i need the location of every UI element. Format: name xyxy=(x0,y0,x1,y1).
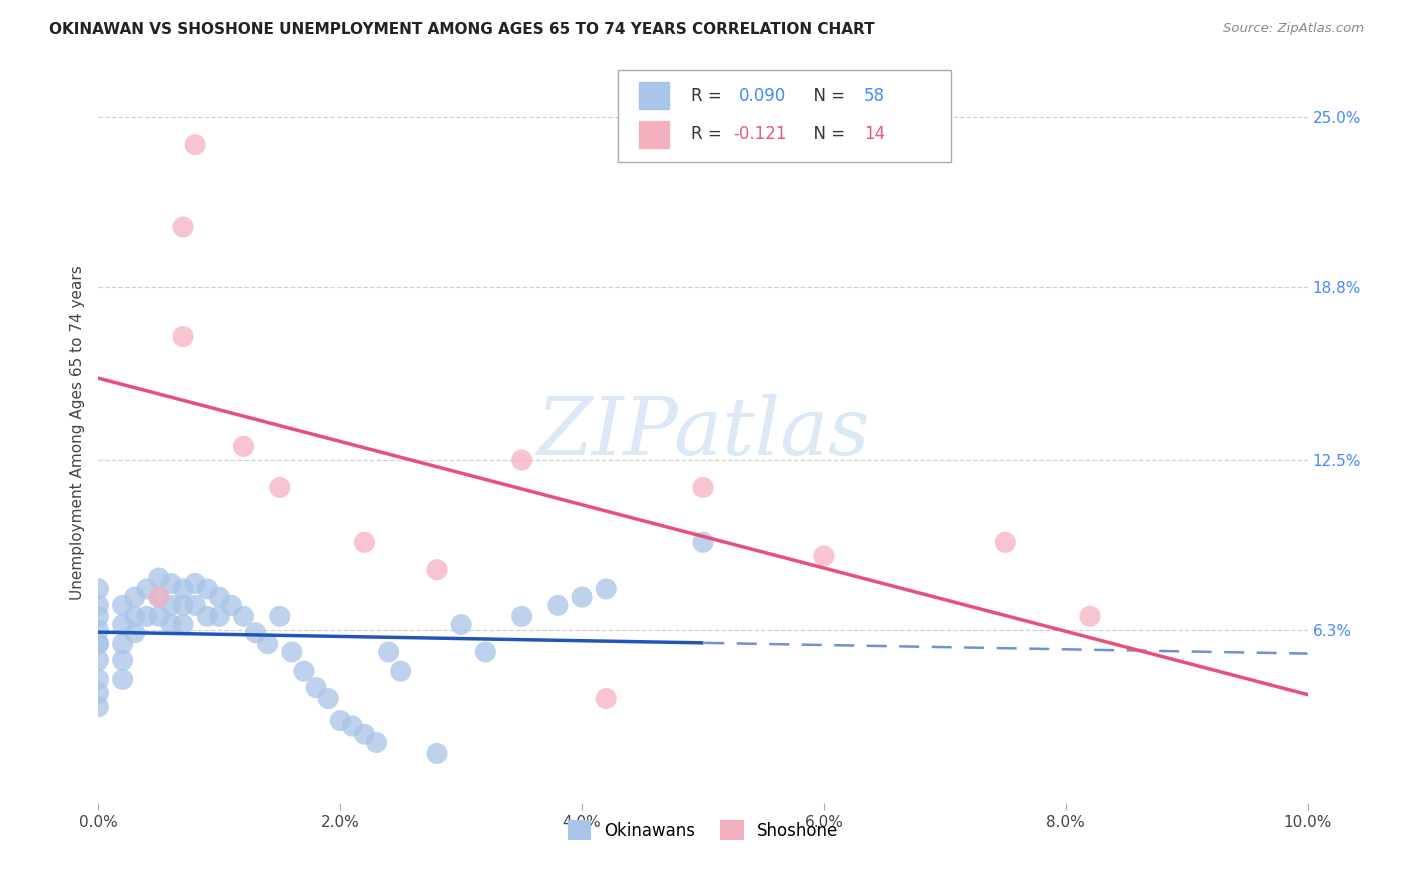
Point xyxy=(135,582,157,596)
Point xyxy=(510,609,533,624)
Point xyxy=(316,691,339,706)
Point xyxy=(353,535,375,549)
Text: 58: 58 xyxy=(863,87,884,104)
Point xyxy=(208,590,231,604)
Point xyxy=(172,617,194,632)
Point xyxy=(124,590,146,604)
Point xyxy=(87,653,110,667)
Point xyxy=(221,599,243,613)
Point xyxy=(595,582,617,596)
Point xyxy=(172,329,194,343)
Point xyxy=(87,673,110,687)
Point xyxy=(172,599,194,613)
Point xyxy=(135,609,157,624)
Point xyxy=(87,637,110,651)
Point xyxy=(87,637,110,651)
Point xyxy=(692,535,714,549)
Text: ZIPatlas: ZIPatlas xyxy=(536,394,870,471)
Point xyxy=(474,645,496,659)
Point xyxy=(547,599,569,613)
Point xyxy=(160,617,183,632)
Text: R =: R = xyxy=(690,125,727,144)
Point xyxy=(281,645,304,659)
Point xyxy=(232,439,254,453)
Point xyxy=(87,686,110,700)
Point xyxy=(87,609,110,624)
Point xyxy=(353,727,375,741)
Point xyxy=(426,747,449,761)
Point xyxy=(195,609,218,624)
Text: N =: N = xyxy=(803,125,851,144)
Point xyxy=(426,563,449,577)
Point xyxy=(184,137,207,152)
Point xyxy=(87,699,110,714)
Point xyxy=(269,480,291,494)
Point xyxy=(208,609,231,624)
Point xyxy=(813,549,835,563)
Point xyxy=(87,599,110,613)
Point xyxy=(111,673,134,687)
Point xyxy=(148,571,170,585)
Y-axis label: Unemployment Among Ages 65 to 74 years: Unemployment Among Ages 65 to 74 years xyxy=(69,265,84,600)
Point xyxy=(87,582,110,596)
Bar xyxy=(638,121,669,147)
Text: N =: N = xyxy=(803,87,851,104)
Point xyxy=(172,582,194,596)
Point xyxy=(292,664,315,678)
Point xyxy=(87,623,110,637)
Point xyxy=(595,691,617,706)
Point xyxy=(450,617,472,632)
Point xyxy=(692,480,714,494)
Point xyxy=(1078,609,1101,624)
Point xyxy=(269,609,291,624)
Point xyxy=(571,590,593,604)
Text: Source: ZipAtlas.com: Source: ZipAtlas.com xyxy=(1223,22,1364,36)
Point xyxy=(342,719,364,733)
Text: R =: R = xyxy=(690,87,727,104)
Text: -0.121: -0.121 xyxy=(734,125,787,144)
Text: OKINAWAN VS SHOSHONE UNEMPLOYMENT AMONG AGES 65 TO 74 YEARS CORRELATION CHART: OKINAWAN VS SHOSHONE UNEMPLOYMENT AMONG … xyxy=(49,22,875,37)
Point xyxy=(111,653,134,667)
Legend: Okinawans, Shoshone: Okinawans, Shoshone xyxy=(561,814,845,847)
Point xyxy=(329,714,352,728)
Point xyxy=(124,625,146,640)
Text: 0.090: 0.090 xyxy=(740,87,786,104)
Point xyxy=(232,609,254,624)
Bar xyxy=(638,82,669,109)
Point xyxy=(245,625,267,640)
Text: 14: 14 xyxy=(863,125,884,144)
Point xyxy=(377,645,399,659)
Point xyxy=(184,576,207,591)
FancyBboxPatch shape xyxy=(619,70,950,162)
Point xyxy=(160,576,183,591)
Point xyxy=(148,590,170,604)
Point xyxy=(111,617,134,632)
Point xyxy=(510,453,533,467)
Point xyxy=(172,219,194,234)
Point xyxy=(160,599,183,613)
Point xyxy=(184,599,207,613)
Point xyxy=(256,637,278,651)
Point xyxy=(305,681,328,695)
Point xyxy=(994,535,1017,549)
Point xyxy=(111,637,134,651)
Point xyxy=(111,599,134,613)
Point xyxy=(366,735,388,749)
Point xyxy=(148,590,170,604)
Point xyxy=(195,582,218,596)
Point xyxy=(124,609,146,624)
Point xyxy=(148,609,170,624)
Point xyxy=(389,664,412,678)
